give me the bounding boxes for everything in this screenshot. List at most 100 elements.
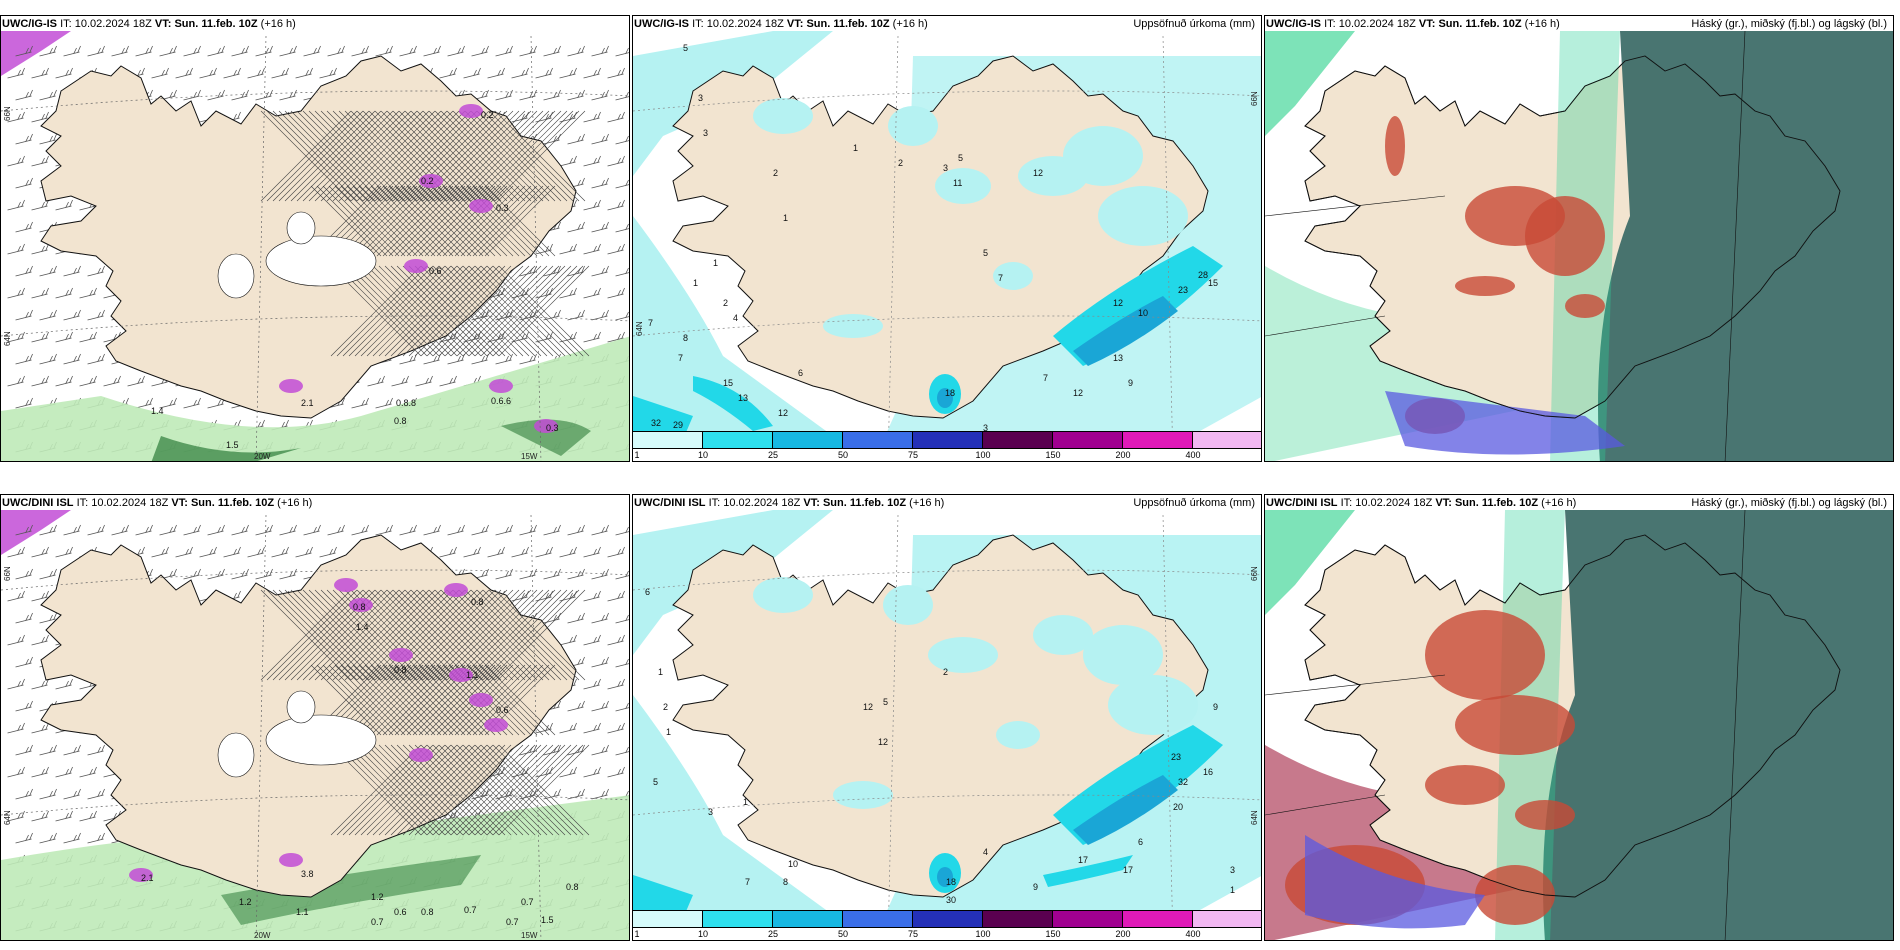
value-label: 1.1 xyxy=(466,670,479,680)
colorbar-swatch xyxy=(913,432,983,448)
hatch-line xyxy=(322,664,394,736)
colorbar-label: 10 xyxy=(697,450,709,460)
graticule xyxy=(633,514,1261,940)
wind-barb xyxy=(559,287,577,299)
wind-barb xyxy=(15,788,33,800)
wind-barb xyxy=(87,45,105,57)
snow-area xyxy=(449,668,473,682)
wind-barb xyxy=(439,67,457,79)
wind-barb xyxy=(567,700,585,712)
vt-label: VT: xyxy=(1418,18,1436,30)
hatch-line xyxy=(440,589,532,681)
interior-patch xyxy=(286,690,316,724)
hatch-line xyxy=(486,744,578,836)
wind-barb xyxy=(591,309,609,321)
hatch-line xyxy=(448,185,520,257)
hatch-line xyxy=(418,185,490,257)
vt-value: Sun. 11.feb. 10Z xyxy=(822,497,907,509)
colorbar-swatch xyxy=(983,432,1053,448)
colorbar-swatch xyxy=(1053,432,1123,448)
value-label: 7 xyxy=(745,877,750,887)
hatch-line xyxy=(382,664,454,736)
wind-barb xyxy=(87,265,105,277)
panel-header: UWC/DINI ISL IT: 10.02.2024 18Z VT: Sun.… xyxy=(634,496,1255,510)
colorbar-label: 100 xyxy=(975,929,991,939)
value-label: 13 xyxy=(1113,353,1123,363)
wind-barb xyxy=(319,67,337,79)
value-label: 0.3 xyxy=(546,423,559,433)
wind-barb xyxy=(487,546,505,558)
wind-barb xyxy=(7,546,25,558)
wind-barb xyxy=(543,524,561,536)
snow-area xyxy=(409,748,433,762)
wind-barb xyxy=(607,243,625,255)
wind-barb xyxy=(583,199,601,211)
graticule-line xyxy=(530,514,542,940)
wind-barb xyxy=(39,568,57,580)
hatch-line xyxy=(340,185,412,257)
wind-barb xyxy=(535,590,553,602)
wind-barb xyxy=(591,568,609,580)
wind-barb xyxy=(31,155,49,167)
value-label: 0.8 xyxy=(421,907,434,917)
value-labels: 0.2 0.2 0.3 0.6 0.8 2.1 0.8.8 0.6.6 0.3 1.4 1.5 xyxy=(151,110,559,450)
hatch-line xyxy=(458,110,550,202)
value-label: 3 xyxy=(983,423,988,433)
wind-barb xyxy=(159,524,177,536)
value-label: 0.8 xyxy=(471,597,484,607)
panel-top-left: 0.2 0.2 0.3 0.6 0.8 2.1 0.8.8 0.6.6 0.3 1.4 1.5 UW… xyxy=(0,15,630,462)
value-label: 9 xyxy=(1128,378,1133,388)
it-value: 10.02.2024 18Z xyxy=(1338,18,1416,30)
wind-barb xyxy=(55,678,73,690)
panel-bottom-left: 0.8 1.4 0.8 0.8 1.1 0.6 3.8 2.1 1.2 1.1 1.2 0.6 0.8 0… xyxy=(0,494,630,941)
wind-barb xyxy=(55,331,73,343)
wind-barb xyxy=(39,744,57,756)
wind-barb xyxy=(247,67,265,79)
graticule xyxy=(1,514,629,940)
value-label: 12 xyxy=(1033,168,1043,178)
panel-header: UWC/IG-IS IT: 10.02.2024 18Z VT: Sun. 11… xyxy=(2,17,623,31)
low-cloud-area xyxy=(1385,391,1625,455)
wind-barb xyxy=(559,766,577,778)
snow-area xyxy=(444,583,468,597)
interior-patch xyxy=(265,235,377,287)
wind-barb xyxy=(463,546,481,558)
hatch-line xyxy=(476,110,568,202)
hatch-line xyxy=(458,589,550,681)
wind-barb xyxy=(15,309,33,321)
rain-area xyxy=(1,336,629,461)
it-value: 10.02.2024 18Z xyxy=(1355,497,1433,509)
wind-barb xyxy=(7,287,25,299)
wind-barb xyxy=(7,331,25,343)
wind-barb xyxy=(159,45,177,57)
colorbar-swatch xyxy=(843,432,913,448)
graticule xyxy=(633,35,1261,461)
panel-top-middle: 5 3 3 2 1 2 5 1 7 8 7 1 6 15 13 12 32 29 1 2 4 3 12 5 7 11 18 10 23 2… xyxy=(632,15,1262,462)
hatch-line xyxy=(430,185,502,257)
hatch-line xyxy=(494,110,586,202)
wind-barb xyxy=(607,287,625,299)
wind-barb xyxy=(31,546,49,558)
graticule-line xyxy=(633,569,1261,591)
wind-barb xyxy=(55,199,73,211)
map-canvas xyxy=(1265,495,1893,940)
value-label: 15 xyxy=(723,378,733,388)
wind-barb xyxy=(615,746,629,756)
wind-barb xyxy=(63,309,81,321)
value-label: 1 xyxy=(783,213,788,223)
precip-area xyxy=(993,262,1033,290)
wind-barb xyxy=(31,375,49,387)
graticule-line xyxy=(633,315,1261,337)
precip-area xyxy=(833,781,893,809)
hatch-line xyxy=(472,664,544,736)
lead-time: (+16 h) xyxy=(277,497,313,509)
wind-barb xyxy=(15,177,33,189)
value-label: 18 xyxy=(946,877,956,887)
rain-area-heavy xyxy=(151,436,301,461)
graticule-line xyxy=(1,794,629,816)
wind-barb xyxy=(519,45,537,57)
graticule-line xyxy=(633,90,1261,112)
value-label: 12 xyxy=(778,408,788,418)
wind-barb xyxy=(15,656,33,668)
